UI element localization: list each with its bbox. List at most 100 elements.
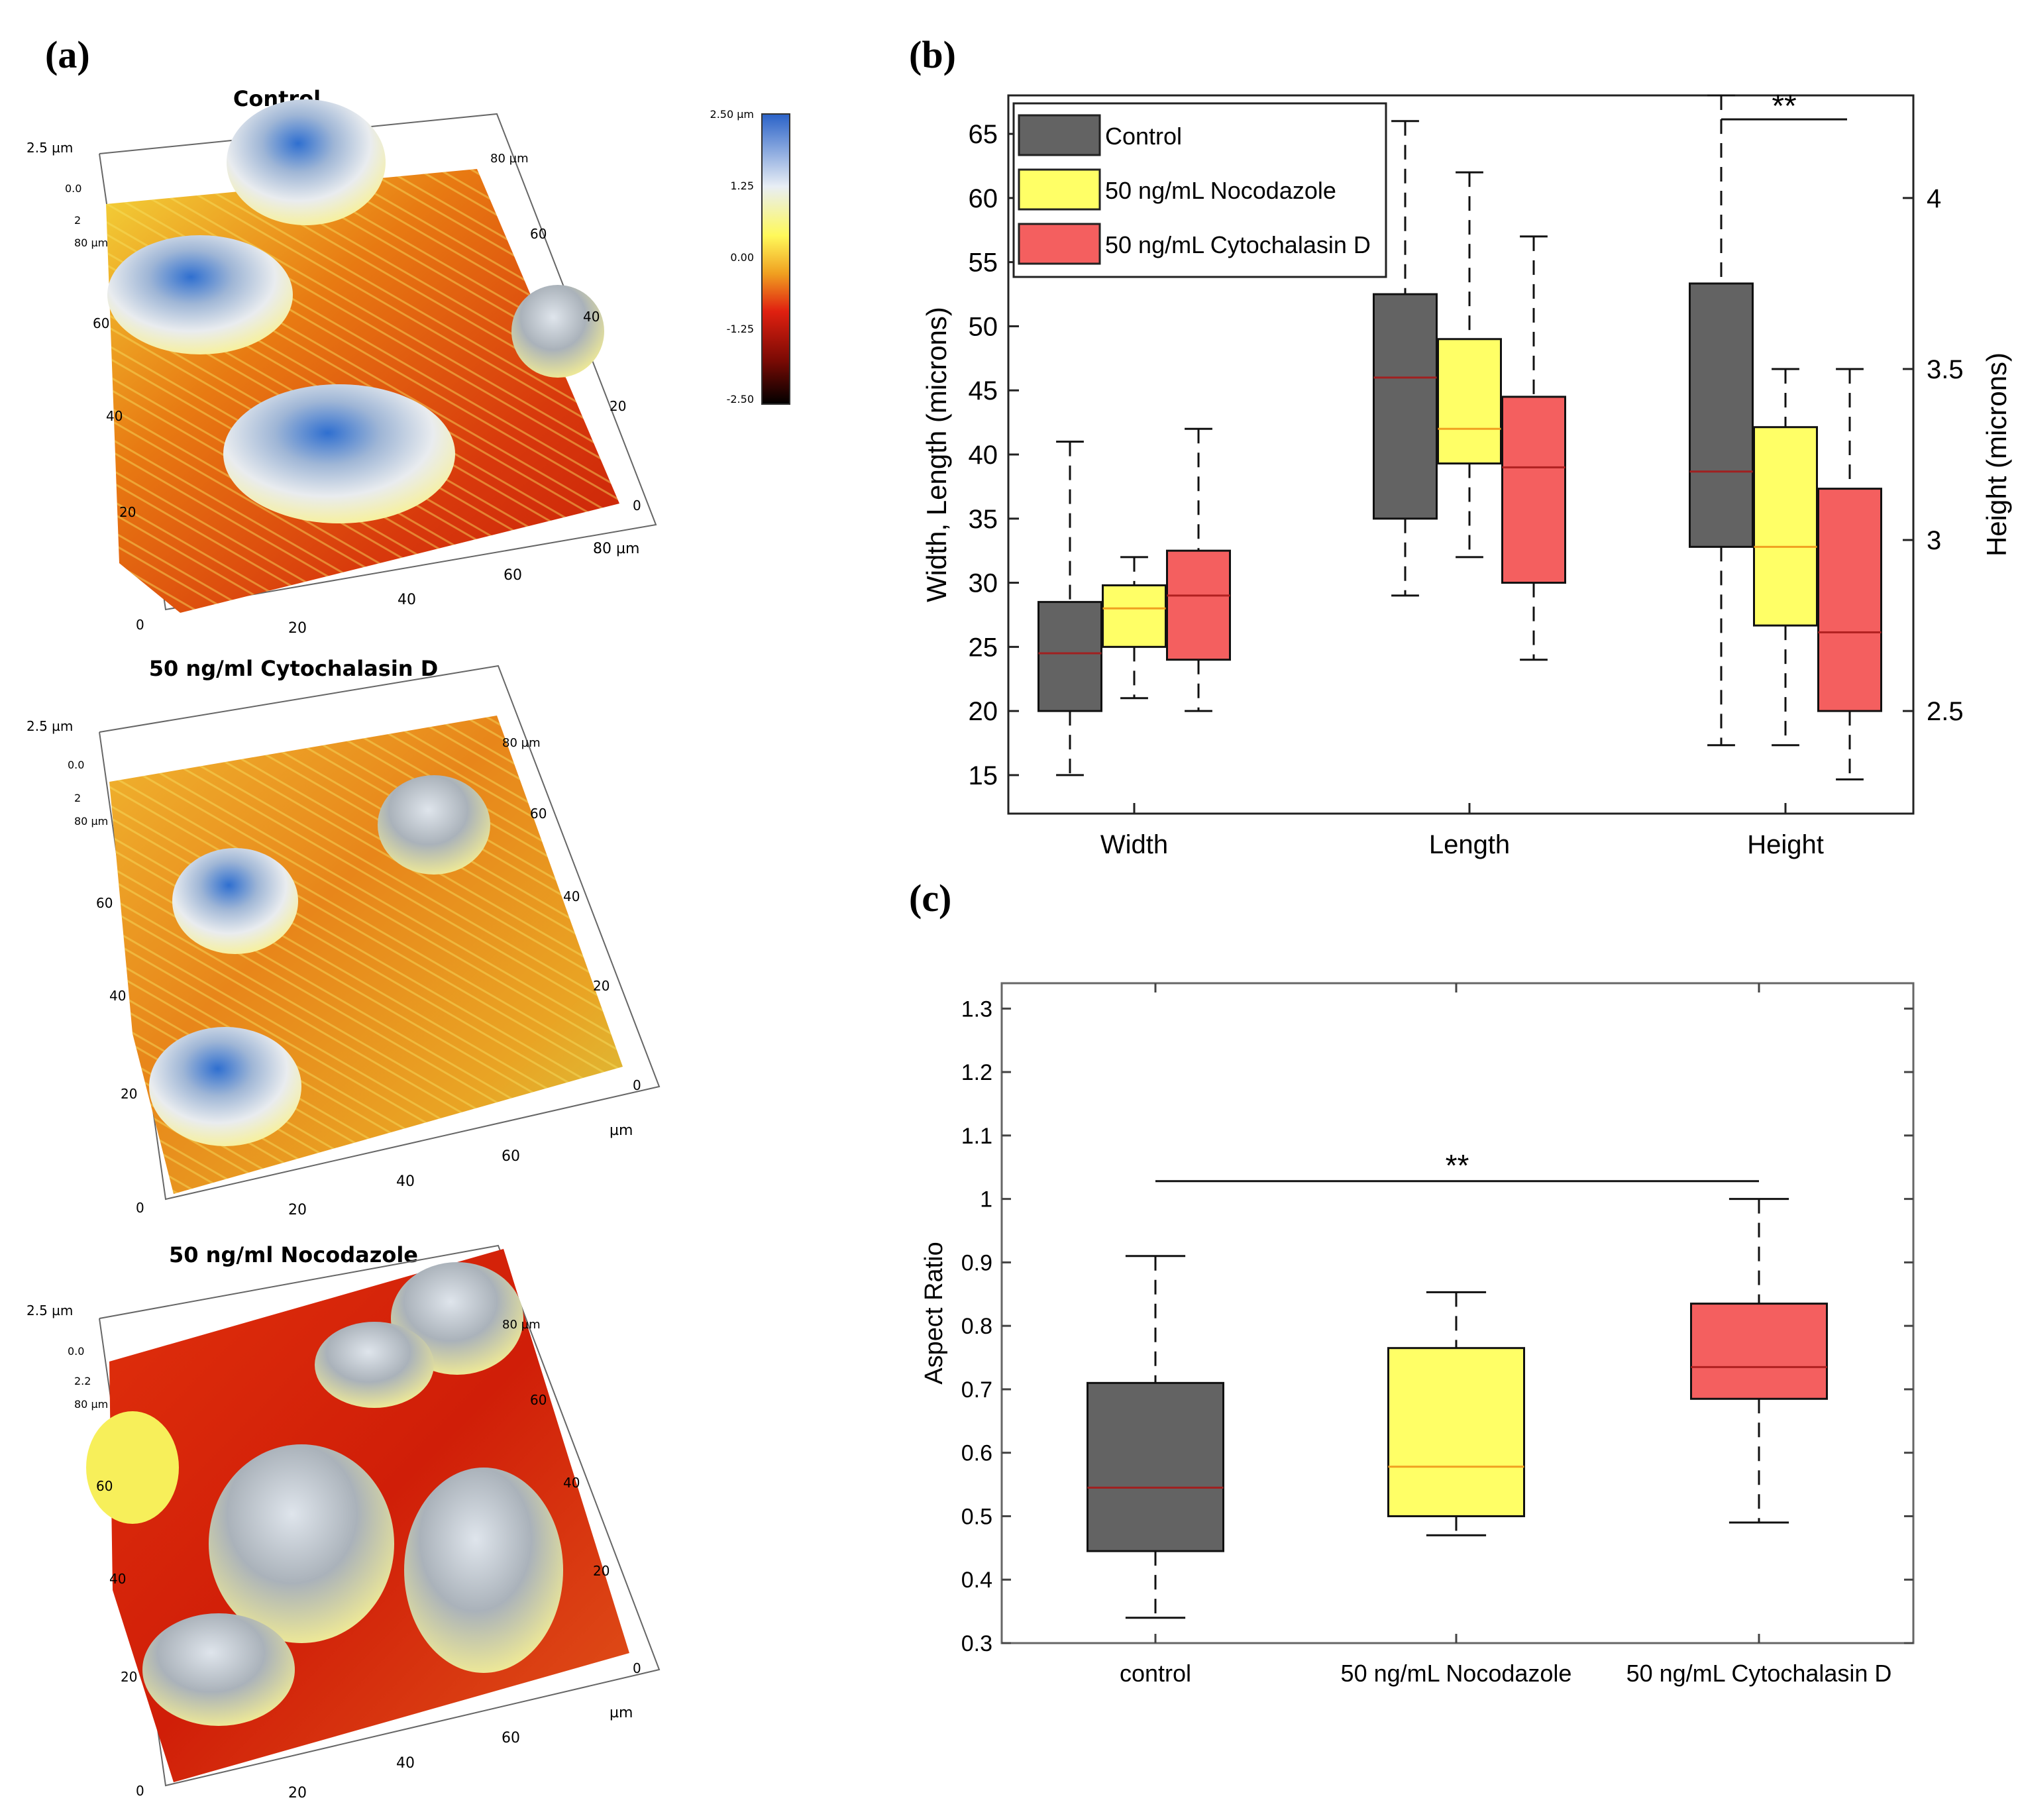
- legend-label: 50 ng/mL Cytochalasin D: [1105, 231, 1371, 258]
- afm-axis-label: 20: [119, 504, 136, 520]
- cell-mound: [149, 1027, 301, 1146]
- y-tick-label: 25: [969, 633, 998, 662]
- significance-label: **: [1446, 1148, 1469, 1183]
- x-tick-label: Width: [1100, 830, 1168, 859]
- cell-mound: [142, 1613, 295, 1726]
- y-tick-label: 35: [969, 505, 998, 534]
- afm-axis-label: 60: [530, 1392, 547, 1408]
- y-tick-label: 60: [969, 184, 998, 213]
- height-colorbar: 2.50 µm 1.25 0.00 -1.25 -2.50: [710, 108, 790, 405]
- chart-b-plot: 15 20 25 30 35 40 45 50 55 60 65 2.5 3 3.5 4 Width Lengt…: [921, 89, 2012, 859]
- y-tick-label: 45: [969, 376, 998, 405]
- cell-mound: [223, 384, 455, 523]
- afm-axis-label: 0: [136, 617, 144, 633]
- cell-mound: [86, 1411, 179, 1524]
- afm-axis-label: µm: [610, 1122, 633, 1139]
- box-iqr: [1166, 549, 1231, 661]
- afm-axis-label: 20: [121, 1086, 137, 1102]
- afm-axis-label: 2.2: [74, 1375, 91, 1387]
- afm-axis-label: 0: [633, 1077, 641, 1093]
- y-tick-label: 65: [969, 120, 998, 149]
- box-iqr: [1387, 1347, 1525, 1517]
- afm-axis-label: 40: [398, 592, 416, 608]
- afm-axis-label: µm: [610, 1705, 633, 1721]
- panel-a: (a) 2.50 µm 1.25 0.00 -1.25 -2.50 Contro…: [27, 33, 790, 1801]
- y-tick-label: 40: [969, 441, 998, 470]
- box-iqr: [1373, 293, 1438, 520]
- box-iqr: [1102, 584, 1167, 648]
- afm-axis-label: 2: [74, 214, 81, 227]
- afm-title: 50 ng/ml Cytochalasin D: [149, 656, 439, 681]
- significance-label: **: [1772, 89, 1796, 124]
- legend: Control 50 ng/mL Nocodazole 50 ng/mL Cytoc…: [1012, 102, 1387, 278]
- afm-axis-label: 80 µm: [502, 736, 541, 750]
- afm-axis-label: 20: [610, 398, 626, 414]
- legend-swatch: [1018, 168, 1101, 211]
- afm-axis-label: 0: [633, 498, 641, 513]
- x-tick-label: 50 ng/mL Nocodazole: [1341, 1660, 1572, 1687]
- afm-axis-label: 80 µm: [74, 237, 108, 249]
- colorbar-tick-label: -2.50: [727, 393, 754, 405]
- afm-axis-label: 80 µm: [502, 1318, 541, 1332]
- afm-axis-label: 20: [288, 1202, 307, 1218]
- y-tick-label: 0.6: [961, 1441, 992, 1466]
- y-tick-label: 1.1: [961, 1124, 992, 1149]
- y-tick-label: 0.5: [961, 1504, 992, 1529]
- y-tick-label: 1: [980, 1187, 992, 1212]
- y-tick-label: 0.7: [961, 1377, 992, 1403]
- panel-a-label: (a): [45, 33, 90, 76]
- x-tick-label: Height: [1747, 830, 1824, 859]
- afm-axis-label: 60: [502, 1730, 520, 1746]
- colorbar-tick-label: -1.25: [727, 323, 754, 335]
- box-iqr: [1087, 1381, 1224, 1552]
- colorbar-tick-label: 2.50 µm: [710, 108, 754, 121]
- afm-axis-label: 2.5 µm: [27, 140, 73, 156]
- afm-axis-label: 80 µm: [593, 541, 639, 557]
- x-tick-label: 50 ng/mL Cytochalasin D: [1626, 1660, 1892, 1687]
- panel-c-label: (c): [909, 877, 951, 920]
- afm-axis-label: 40: [396, 1173, 415, 1190]
- cell-mound: [404, 1468, 563, 1673]
- afm-axis-label: 60: [93, 315, 109, 331]
- box-iqr: [1689, 282, 1754, 548]
- afm-axis-label: 20: [288, 1785, 307, 1801]
- afm-title: 50 ng/ml Nocodazole: [169, 1242, 418, 1267]
- afm-axis-label: 2.5 µm: [27, 718, 73, 734]
- afm-plot-cytochalasin: 50 ng/ml Cytochalasin D 2.5 µm 0.0 2 80 …: [27, 656, 661, 1218]
- y-right-tick-label: 2.5: [1927, 697, 1964, 726]
- colorbar-gradient: [761, 113, 790, 405]
- panel-c: (c) 0.3 0.4 0.5 0.6 0.7 0.8 0.9 1 1.1 1.2 1.3 contr…: [909, 877, 1915, 1687]
- y-tick-label: 50: [969, 312, 998, 341]
- cell-mound: [511, 285, 604, 378]
- box-iqr: [1690, 1303, 1828, 1400]
- afm-axis-label: 0: [136, 1783, 144, 1799]
- y-right-tick-label: 3.5: [1927, 355, 1964, 384]
- afm-axis-label: 20: [121, 1669, 137, 1685]
- cell-mound: [378, 775, 490, 875]
- colorbar-tick-label: 0.00: [730, 251, 754, 264]
- afm-axis-label: 40: [396, 1755, 415, 1772]
- y-axis-right-title: Height (microns): [1981, 352, 2012, 557]
- afm-axis-label: 60: [96, 895, 113, 911]
- box-iqr: [1501, 396, 1566, 584]
- afm-axis-label: 0: [633, 1660, 641, 1676]
- y-tick-label: 0.9: [961, 1250, 992, 1275]
- afm-axis-label: 40: [563, 888, 580, 904]
- cell-mound: [227, 99, 386, 225]
- box-iqr: [1753, 426, 1818, 627]
- y-tick-label: 55: [969, 248, 998, 278]
- afm-axis-label: 20: [593, 1563, 610, 1579]
- afm-axis-label: 60: [504, 567, 522, 584]
- afm-axis-label: 0: [136, 1200, 144, 1216]
- afm-axis-label: 60: [530, 806, 547, 822]
- afm-axis-label: 0.0: [68, 1345, 84, 1358]
- y-tick-label: 0.4: [961, 1568, 992, 1593]
- y-tick-label: 0.3: [961, 1631, 992, 1656]
- y-right-tick-label: 4: [1927, 184, 1941, 213]
- legend-label: Control: [1105, 123, 1182, 150]
- colorbar-tick-label: 1.25: [730, 180, 754, 192]
- afm-axis-label: 2.5 µm: [27, 1303, 73, 1318]
- panel-b-label: (b): [909, 33, 956, 76]
- afm-axis-label: 0.0: [65, 182, 81, 195]
- afm-axis-label: 60: [530, 226, 547, 242]
